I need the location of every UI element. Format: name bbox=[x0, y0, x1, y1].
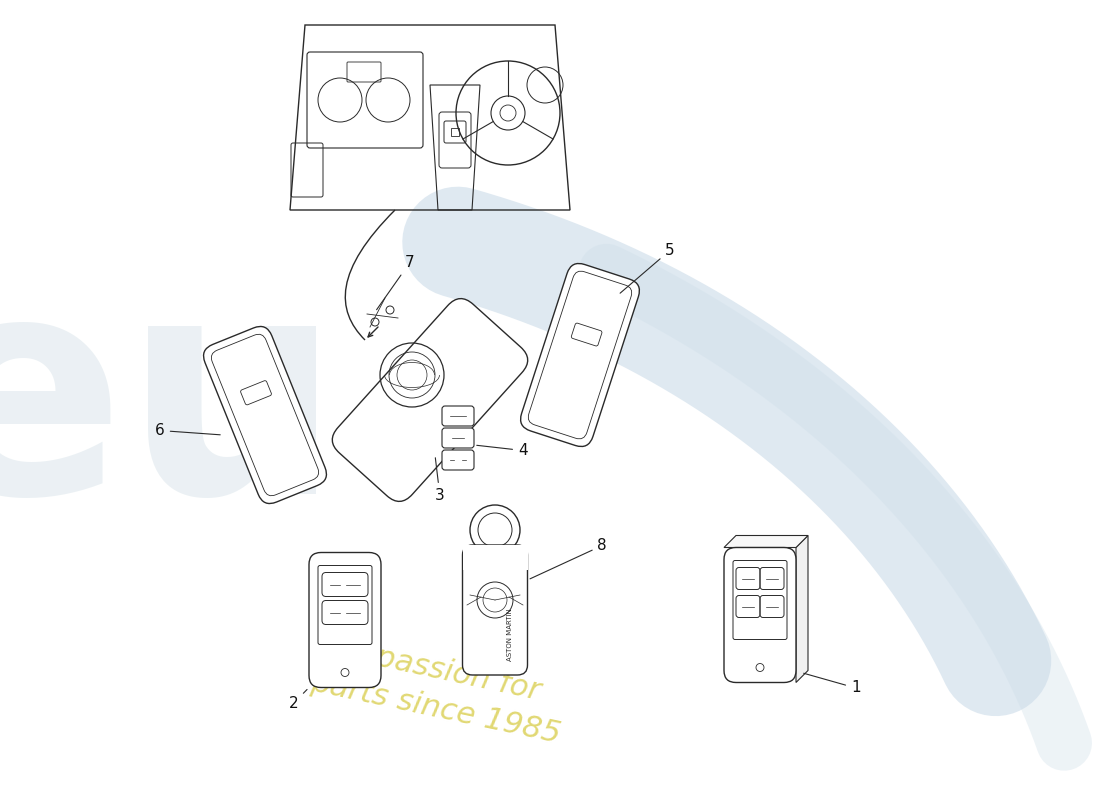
FancyBboxPatch shape bbox=[211, 334, 319, 496]
FancyBboxPatch shape bbox=[520, 263, 639, 446]
Text: 1: 1 bbox=[804, 674, 860, 695]
FancyBboxPatch shape bbox=[442, 450, 474, 470]
FancyBboxPatch shape bbox=[241, 381, 272, 405]
Text: a passion for
parts since 1985: a passion for parts since 1985 bbox=[308, 630, 572, 750]
FancyBboxPatch shape bbox=[571, 323, 602, 346]
FancyBboxPatch shape bbox=[528, 271, 631, 439]
FancyBboxPatch shape bbox=[204, 326, 327, 503]
Text: 4: 4 bbox=[476, 443, 528, 458]
Text: ASTON MARTIN: ASTON MARTIN bbox=[507, 609, 513, 662]
Text: 7: 7 bbox=[376, 255, 415, 310]
FancyBboxPatch shape bbox=[442, 406, 474, 426]
Text: 2: 2 bbox=[289, 690, 307, 710]
Text: 6: 6 bbox=[155, 423, 220, 438]
Polygon shape bbox=[796, 535, 808, 682]
FancyBboxPatch shape bbox=[462, 545, 528, 675]
FancyBboxPatch shape bbox=[309, 553, 381, 687]
FancyBboxPatch shape bbox=[332, 298, 528, 502]
FancyBboxPatch shape bbox=[442, 428, 474, 448]
Text: 3: 3 bbox=[434, 458, 444, 503]
Text: 5: 5 bbox=[620, 243, 674, 293]
Polygon shape bbox=[724, 535, 808, 547]
Text: eu: eu bbox=[0, 262, 342, 558]
FancyBboxPatch shape bbox=[724, 547, 796, 682]
FancyBboxPatch shape bbox=[462, 545, 528, 570]
Bar bbox=[451, 128, 459, 136]
Text: 8: 8 bbox=[530, 538, 607, 579]
